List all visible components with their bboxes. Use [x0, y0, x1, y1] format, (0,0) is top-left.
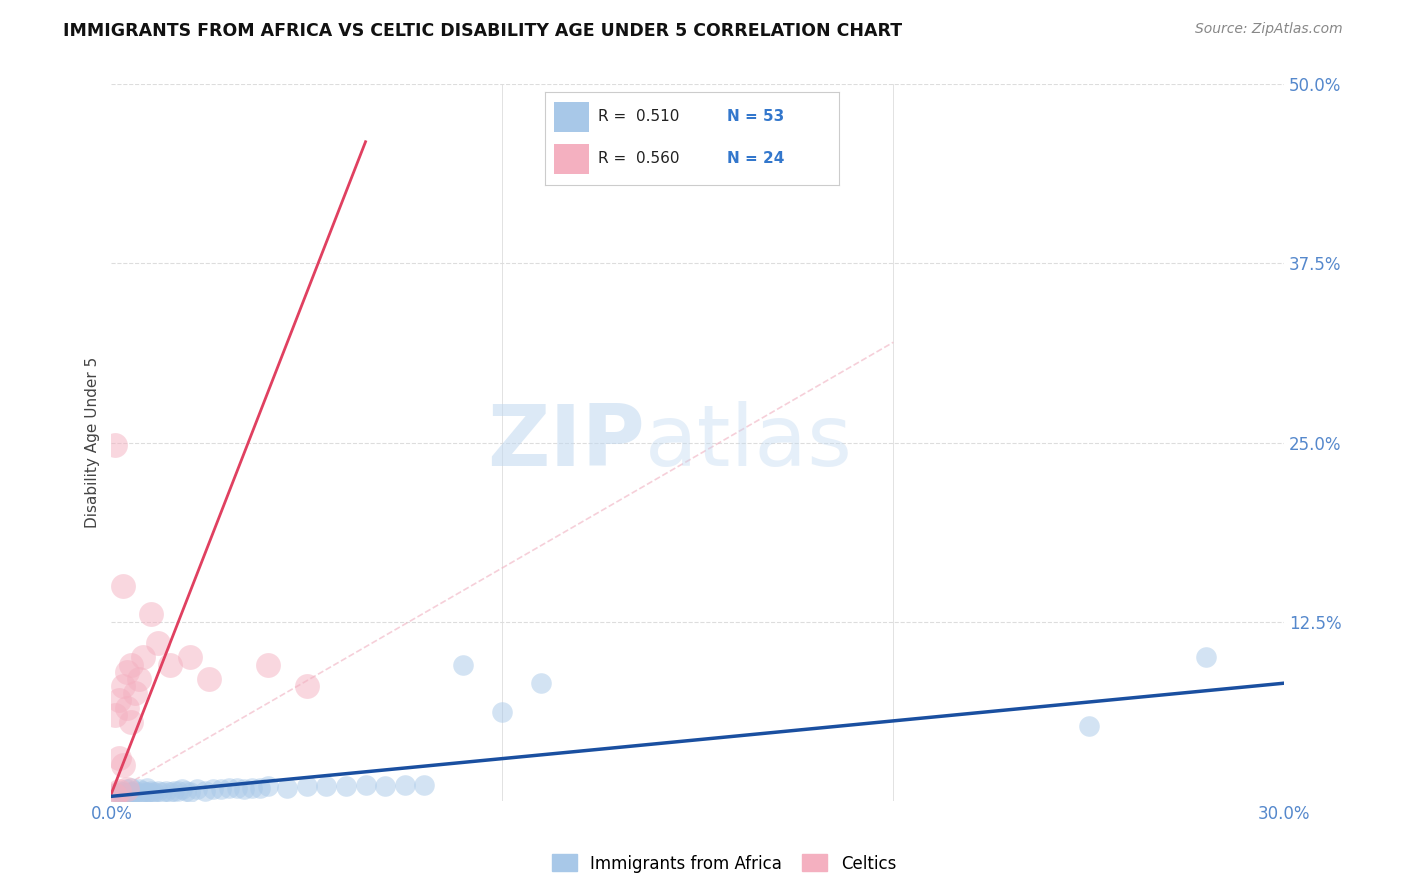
Text: IMMIGRANTS FROM AFRICA VS CELTIC DISABILITY AGE UNDER 5 CORRELATION CHART: IMMIGRANTS FROM AFRICA VS CELTIC DISABIL…: [63, 22, 903, 40]
Point: [115, 700, 138, 714]
Point: [115, 665, 138, 679]
Point: [276, 780, 298, 795]
Point: [112, 789, 135, 804]
Text: atlas: atlas: [645, 401, 853, 484]
Point: [179, 650, 201, 665]
Y-axis label: Disability Age Under 5: Disability Age Under 5: [86, 357, 100, 528]
Point: [108, 787, 131, 801]
Point: [124, 686, 146, 700]
Point: [120, 714, 142, 729]
Point: [139, 783, 162, 797]
Point: [112, 757, 135, 772]
Point: [128, 788, 150, 802]
Point: [249, 780, 271, 795]
Point: [108, 750, 131, 764]
Point: [104, 788, 127, 802]
Point: [108, 693, 131, 707]
Point: [150, 785, 173, 799]
Point: [112, 785, 135, 799]
Point: [491, 705, 513, 719]
Point: [256, 657, 278, 672]
Point: [167, 783, 190, 797]
Point: [120, 785, 142, 799]
Point: [295, 679, 318, 693]
Legend: Immigrants from Africa, Celtics: Immigrants from Africa, Celtics: [546, 847, 903, 880]
Point: [170, 782, 193, 797]
Point: [104, 788, 127, 802]
Point: [104, 438, 127, 452]
Point: [120, 657, 142, 672]
Point: [120, 780, 142, 795]
Point: [108, 783, 131, 797]
Point: [315, 779, 337, 793]
Point: [139, 787, 162, 801]
Point: [115, 787, 138, 801]
Text: Source: ZipAtlas.com: Source: ZipAtlas.com: [1195, 22, 1343, 37]
Point: [128, 672, 150, 686]
Point: [124, 783, 146, 797]
Text: ZIP: ZIP: [488, 401, 645, 484]
Point: [295, 779, 318, 793]
Point: [112, 579, 135, 593]
Point: [354, 778, 377, 792]
Point: [159, 785, 181, 799]
Point: [131, 783, 153, 797]
Point: [135, 785, 157, 799]
Point: [233, 782, 256, 797]
Point: [131, 787, 153, 801]
Point: [135, 780, 157, 795]
Point: [1077, 719, 1099, 733]
Point: [159, 657, 181, 672]
Point: [139, 607, 162, 622]
Point: [124, 787, 146, 801]
Point: [108, 783, 131, 797]
Point: [225, 780, 247, 795]
Point: [115, 782, 138, 797]
Point: [179, 785, 201, 799]
Point: [128, 782, 150, 797]
Point: [218, 780, 240, 795]
Point: [453, 657, 475, 672]
Point: [163, 783, 186, 797]
Point: [198, 672, 221, 686]
Point: [202, 782, 225, 797]
Point: [1195, 650, 1218, 665]
Point: [143, 785, 166, 799]
Point: [240, 780, 263, 795]
Point: [174, 783, 197, 797]
Point: [335, 779, 357, 793]
Point: [148, 636, 170, 650]
Point: [413, 778, 436, 792]
Point: [131, 650, 153, 665]
Point: [104, 707, 127, 722]
Point: [155, 783, 177, 797]
Point: [394, 778, 416, 792]
Point: [112, 679, 135, 693]
Point: [209, 782, 232, 797]
Point: [256, 779, 278, 793]
Point: [186, 782, 208, 797]
Point: [194, 783, 217, 797]
Point: [115, 782, 138, 797]
Point: [374, 779, 396, 793]
Point: [148, 783, 170, 797]
Point: [120, 788, 142, 802]
Point: [530, 676, 553, 690]
